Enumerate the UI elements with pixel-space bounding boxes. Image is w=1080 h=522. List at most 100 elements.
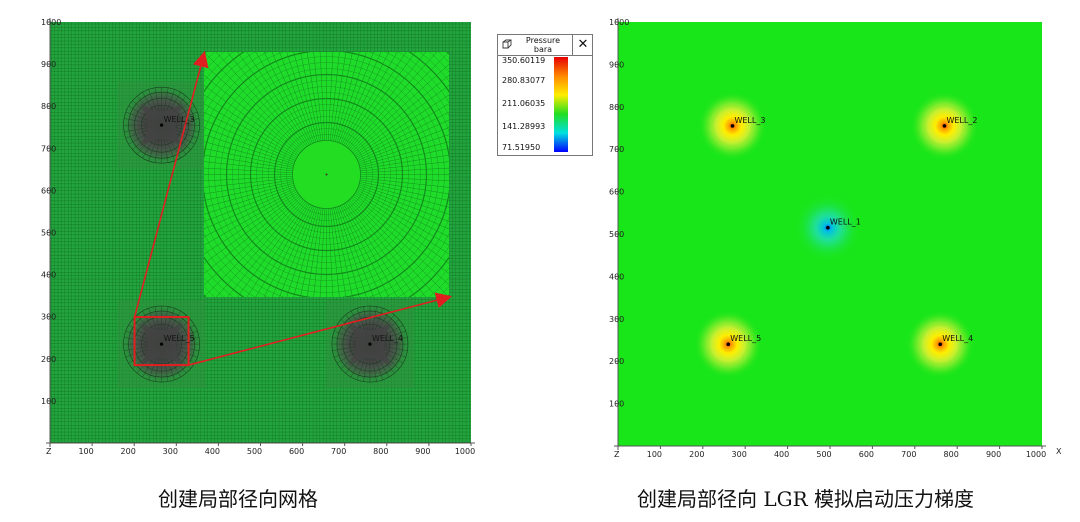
inset-spoke (347, 200, 426, 297)
x-tick-label: 100 (647, 450, 662, 459)
inset-spoke (341, 52, 390, 145)
well-marker (826, 225, 830, 230)
inset-spoke (351, 197, 449, 286)
x-tick-label: 600 (859, 450, 874, 459)
inset-spoke (338, 52, 374, 143)
inset-spoke (328, 208, 334, 297)
inset-spoke (215, 199, 304, 297)
inset-ring (256, 104, 397, 245)
x-tick-label: 700 (331, 447, 346, 456)
inset-spoke (246, 202, 309, 297)
inset-spoke (359, 148, 449, 168)
pressure-halo-well_1: WELL_1 (793, 193, 862, 262)
grid-plot-area: WELL_3 WELL_5 WELL_4 (50, 22, 471, 443)
pressure-halo-well_5: WELL_5 (694, 310, 763, 379)
grid-chart-panel: WELL_3 WELL_5 WELL_4 100 200 300 400 500 600 700… (0, 0, 500, 470)
x-tick-label: 1000 (455, 447, 475, 456)
inset-ring (214, 62, 439, 287)
inset-spoke (355, 103, 449, 158)
x-tick-label: 400 (774, 450, 789, 459)
inset-spoke (319, 208, 325, 297)
zoom-arrow-top (133, 50, 209, 318)
inset-spoke (335, 207, 360, 297)
inset-spoke (343, 203, 398, 297)
inset-ring (262, 110, 391, 239)
inset-spoke (335, 52, 360, 142)
inset-spoke (204, 188, 296, 230)
zoom-arrow-bottom (188, 292, 453, 366)
inset-spoke (319, 52, 325, 141)
x-tick-label: 200 (689, 450, 704, 459)
x-tick-label: 600 (289, 447, 304, 456)
inset-spoke (204, 75, 301, 154)
inset-spoke (204, 161, 293, 172)
well-marker (942, 124, 947, 128)
inset-spoke (358, 184, 449, 215)
inset-spoke (333, 207, 353, 297)
inset-spoke (358, 186, 449, 222)
well-label: WELL_4 (372, 334, 403, 343)
pressure-axes: 100 200 300 400 500 600 700 800 900 1000 100 200 300… (609, 18, 1062, 459)
legend-tick: 211.06035 (502, 99, 546, 108)
inset-spoke (263, 204, 312, 297)
legend-tick: 280.83077 (502, 76, 546, 85)
inset-spoke (333, 52, 353, 142)
x-tick-label: 800 (944, 450, 959, 459)
y-tick-label: 800 (609, 103, 624, 112)
well-label: WELL_5 (164, 334, 195, 343)
inset-spoke (204, 119, 296, 161)
inset-spoke (237, 52, 307, 148)
y-tick-label: 500 (609, 230, 624, 239)
well-marker (938, 342, 943, 347)
inset-spoke (263, 52, 312, 145)
x-tick-label: 800 (373, 447, 388, 456)
well-label: WELL_3 (734, 116, 765, 125)
inset-spoke (237, 201, 307, 297)
y-tick-label: 600 (609, 188, 624, 197)
pressure-chart-panel: WELL_3 WELL_2 WELL_1 WELL_5 WELL_4 100 200 300… (590, 0, 1080, 470)
inset-spoke (204, 181, 294, 201)
inset-spoke (359, 181, 449, 201)
inset-ring (273, 121, 380, 228)
x-tick-label: 100 (78, 447, 93, 456)
inset-spoke (204, 192, 299, 255)
grid-axes: 100 200 300 400 500 600 700 800 900 1000 100 200 300… (41, 18, 475, 456)
legend-header: Pressure bara ✕ (498, 35, 592, 56)
well-marker (159, 342, 164, 346)
inset-spoke (279, 52, 315, 143)
inset-spoke (336, 206, 367, 297)
cube-icon[interactable] (502, 39, 512, 49)
inset-ring (268, 116, 385, 233)
inset-spoke (351, 63, 449, 152)
inset-spoke (343, 52, 398, 146)
inset-spoke (293, 52, 318, 142)
inset-spoke (356, 189, 449, 238)
well-marker (159, 123, 164, 127)
inset-spoke (355, 191, 449, 246)
inset-lines (204, 52, 449, 297)
y-tick-label: 900 (609, 60, 624, 69)
inset-spoke (353, 194, 449, 264)
inset-spoke (329, 52, 340, 141)
zoom-highlight-box (133, 316, 190, 367)
close-icon[interactable]: ✕ (572, 35, 593, 55)
caption-left: 创建局部径向网格 (158, 487, 318, 511)
inset-spoke (340, 205, 382, 297)
y-tick-label: 400 (609, 272, 624, 281)
y-tick-label: 300 (41, 313, 56, 322)
inset-spoke (293, 207, 318, 297)
inset-center-dot (325, 173, 328, 176)
legend-tick: 141.28993 (502, 122, 546, 131)
inset-spoke (271, 205, 313, 297)
inset-spoke (360, 154, 449, 170)
inset-spoke (204, 141, 294, 166)
inset-spoke (357, 188, 449, 230)
inset-spoke (340, 52, 382, 144)
y-tick-label: 800 (41, 102, 56, 111)
x-tick-label: 1000 (1026, 450, 1046, 459)
inset-spoke (204, 183, 294, 208)
legend-tick: 350.60119 (502, 56, 546, 65)
legend-title-line1: Pressure (525, 36, 561, 45)
legend-title: Pressure bara (516, 36, 570, 54)
inset-spoke (204, 179, 293, 195)
